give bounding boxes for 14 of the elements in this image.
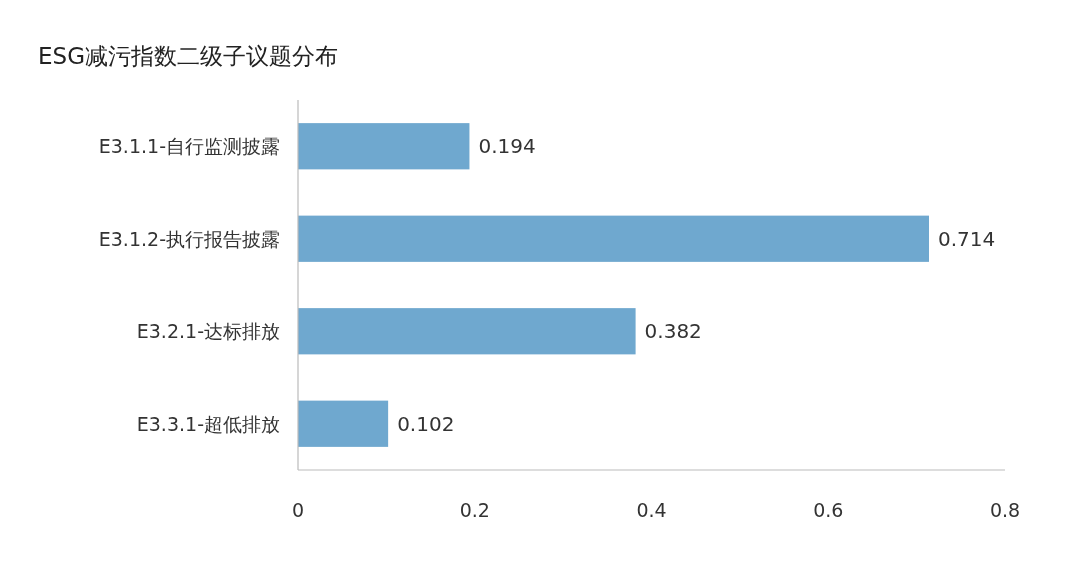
data-label: 0.194 <box>478 134 536 159</box>
data-label: 0.714 <box>938 226 996 251</box>
y-tick-label: E3.1.2-执行报告披露 <box>98 227 280 250</box>
y-tick-label: E3.3.1-超低排放 <box>136 412 280 435</box>
x-tick-label: 0.4 <box>636 499 667 521</box>
x-tick-label: 0.6 <box>813 499 844 521</box>
data-label: 0.382 <box>644 319 702 344</box>
y-tick-label: E3.1.1-自行监测披露 <box>98 135 280 158</box>
x-tick-label: 0.8 <box>989 499 1021 521</box>
chart-title: ESG减污指数二级子议题分布 <box>38 43 338 69</box>
x-tick-label: 0 <box>291 499 305 521</box>
data-label: 0.102 <box>397 411 455 436</box>
y-tick-label: E3.2.1-达标排放 <box>136 320 280 343</box>
x-tick-label: 0.2 <box>459 499 490 521</box>
